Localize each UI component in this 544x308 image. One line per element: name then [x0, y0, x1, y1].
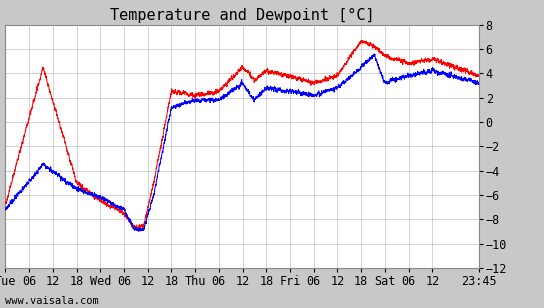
Title: Temperature and Dewpoint [°C]: Temperature and Dewpoint [°C]: [110, 8, 374, 23]
Text: www.vaisala.com: www.vaisala.com: [5, 297, 99, 306]
